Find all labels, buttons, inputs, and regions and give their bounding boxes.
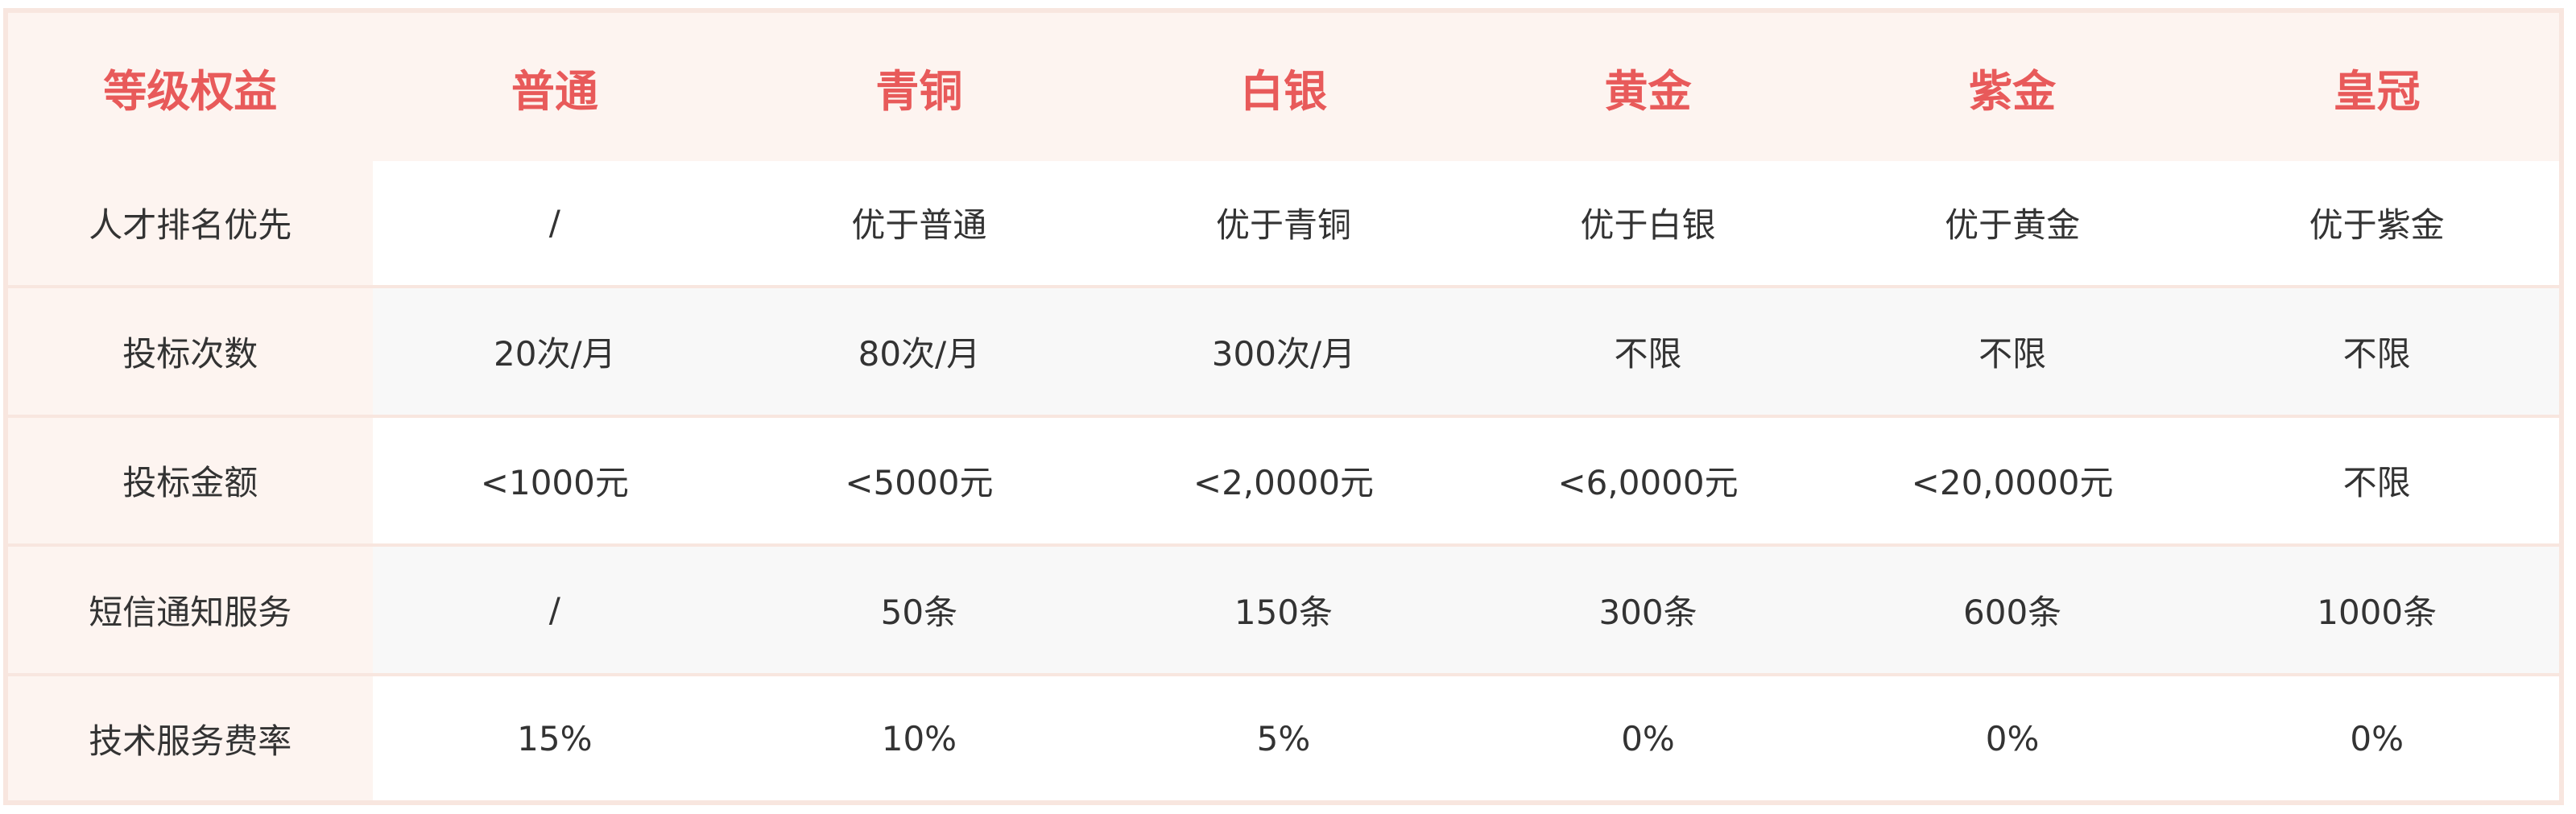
row-label: 投标金额 [8, 414, 373, 546]
table-cell: 10% [737, 673, 1102, 800]
table-cell: 0% [1830, 673, 2195, 800]
table-row: 人才排名优先 / 优于普通 优于青铜 优于白银 优于黄金 优于紫金 [8, 161, 2559, 287]
table-cell: 优于普通 [737, 161, 1102, 287]
table-cell: <20,0000元 [1830, 414, 2195, 546]
table-cell: 1000条 [2194, 543, 2559, 676]
header-tier: 黄金 [1466, 13, 1830, 161]
table-cell: <5000元 [737, 414, 1102, 546]
table-cell: 优于黄金 [1830, 161, 2195, 287]
table-row: 技术服务费率 15% 10% 5% 0% 0% 0% [8, 673, 2559, 800]
table-cell: <1000元 [372, 414, 738, 546]
header-tier: 青铜 [737, 13, 1102, 161]
table-cell: 不限 [1830, 284, 2195, 416]
table-cell: 0% [2194, 673, 2559, 800]
table-cell: <6,0000元 [1466, 414, 1830, 546]
table-row: 投标金额 <1000元 <5000元 <2,0000元 <6,0000元 <20,0000… [8, 414, 2559, 546]
table-cell: 5% [1101, 673, 1466, 800]
table-cell: <2,0000元 [1101, 414, 1466, 546]
table-cell: 20次/月 [372, 284, 738, 416]
table-row: 投标次数 20次/月 80次/月 300次/月 不限 不限 不限 [8, 284, 2559, 416]
header-benefits-label: 等级权益 [8, 13, 373, 161]
header-tier: 普通 [372, 13, 738, 161]
table-cell: 80次/月 [737, 284, 1102, 416]
membership-benefits-table: 等级权益 普通 青铜 白银 黄金 紫金 皇冠 人才排名优先 / 优于普通 优于青铜 优于白银 优于黄金… [8, 13, 2559, 800]
row-label: 短信通知服务 [8, 543, 373, 676]
table-cell: 600条 [1830, 543, 2195, 676]
header-tier: 紫金 [1830, 13, 2195, 161]
table-row: 短信通知服务/50条 150条 300条 600条 1000条 [8, 543, 2559, 676]
row-label: 技术服务费率 [8, 673, 373, 800]
header-tier: 白银 [1101, 13, 1466, 161]
table-cell: 0% [1466, 673, 1830, 800]
table-cell: 不限 [1466, 284, 1830, 416]
table-cell: / [372, 161, 738, 287]
header-tier: 皇冠 [2194, 13, 2559, 161]
table-cell: 不限 [2194, 414, 2559, 546]
table-cell: 300条 [1466, 543, 1830, 676]
header-row: 等级权益 普通 青铜 白银 黄金 紫金 皇冠 [8, 13, 2559, 161]
table-cell: 优于紫金 [2194, 161, 2559, 287]
row-label: 投标次数 [8, 284, 373, 416]
row-label: 人才排名优先 [8, 161, 373, 287]
table-cell: / [372, 543, 738, 676]
table-cell: 优于白银 [1466, 161, 1830, 287]
table-cell: 300次/月 [1101, 284, 1466, 416]
table-cell: 不限 [2194, 284, 2559, 416]
table-cell: 50条 [737, 543, 1102, 676]
membership-benefits-table-container: 等级权益 普通 青铜 白银 黄金 紫金 皇冠 人才排名优先 / 优于普通 优于青铜 优于白银 优于黄金… [3, 8, 2564, 805]
table-cell: 150条 [1101, 543, 1466, 676]
table-cell: 15% [372, 673, 738, 800]
table-cell: 优于青铜 [1101, 161, 1466, 287]
